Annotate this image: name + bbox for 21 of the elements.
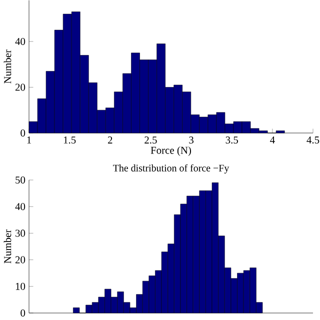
y-tick-label: 40: [15, 38, 26, 46]
x-tick-label: 1.5: [64, 136, 76, 144]
x-tick-label: 2.5: [144, 136, 157, 144]
y-tick-label: 50: [16, 176, 26, 184]
y-axis-title: Number: [4, 229, 12, 264]
chart-title: The distribution of force −Fy: [113, 164, 230, 174]
x-tick-label: 2: [108, 136, 112, 144]
x-axis-title: Force (N): [150, 146, 191, 156]
y-tick-label: 20: [15, 256, 26, 264]
y-axis-title: Number: [4, 50, 12, 84]
y-tick-label: 0: [20, 309, 26, 317]
x-tick-label: 3: [189, 136, 194, 144]
x-tick-label: 4.5: [306, 136, 320, 144]
x-tick-label: 3.5: [226, 136, 238, 144]
y-tick-label: 30: [16, 230, 26, 237]
y-tick-label: 0: [20, 129, 26, 137]
x-tick-label: 1: [27, 136, 31, 144]
x-tick-label: 4: [270, 136, 275, 144]
y-tick-label: 40: [15, 203, 26, 210]
y-tick-label: 10: [16, 282, 26, 290]
y-tick-label: 20: [15, 84, 26, 91]
